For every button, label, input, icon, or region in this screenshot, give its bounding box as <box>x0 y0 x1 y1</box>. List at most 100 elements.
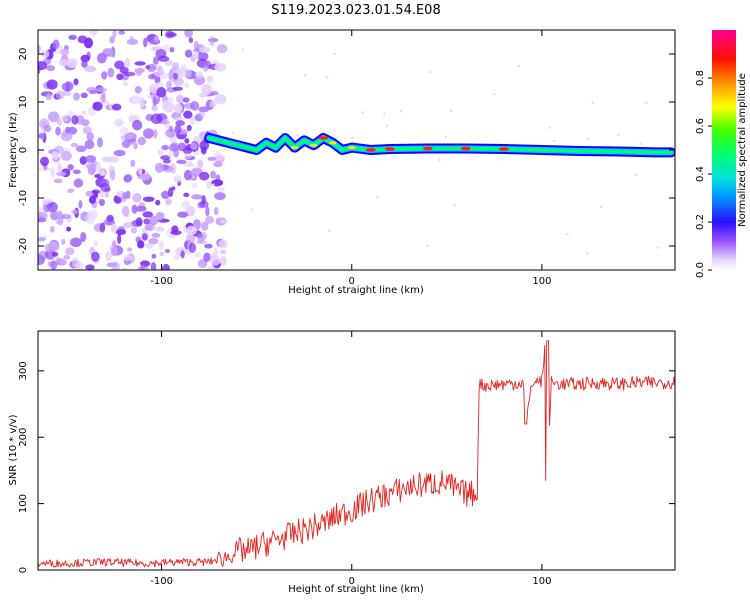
noise-dot <box>517 64 521 68</box>
snr-ytick-label: 300 <box>18 361 29 380</box>
noise-dot <box>232 131 235 134</box>
noise-blob <box>192 51 199 60</box>
noise-dot <box>453 204 456 207</box>
colorbar-tick-label: 0.8 <box>695 70 706 86</box>
noise-blob <box>207 156 216 161</box>
noise-blob <box>121 139 131 149</box>
noise-blob <box>122 222 134 228</box>
noise-blob <box>119 126 129 135</box>
noise-dot <box>326 76 329 79</box>
noise-blob <box>99 222 106 233</box>
snr-xtick-label: 100 <box>532 576 551 587</box>
noise-blob <box>115 229 127 236</box>
noise-blob <box>191 182 198 189</box>
noise-blob <box>134 61 146 66</box>
noise-blob <box>209 35 215 47</box>
noise-blob <box>67 188 74 194</box>
colorbar-label: Normalized spectral amplitude <box>737 73 748 227</box>
ridge-peak <box>318 136 329 140</box>
noise-dot <box>438 158 441 162</box>
noise-blob <box>66 81 74 91</box>
ridge-peak <box>422 146 433 151</box>
noise-blob <box>176 159 187 165</box>
noise-blob <box>185 69 192 80</box>
noise-dot <box>656 246 660 249</box>
noise-dot <box>591 101 594 104</box>
noise-blob <box>50 166 55 178</box>
noise-blob <box>157 149 164 156</box>
noise-blob <box>190 194 203 200</box>
noise-blob <box>183 169 192 181</box>
noise-blob <box>58 58 70 67</box>
noise-blob <box>112 240 117 249</box>
noise-dot <box>444 135 448 138</box>
noise-blob <box>140 264 146 270</box>
noise-dot <box>333 52 336 56</box>
noise-dot <box>328 229 331 232</box>
noise-blob <box>142 211 154 218</box>
noise-blob <box>183 192 190 198</box>
spectrogram-ytick-label: -20 <box>18 238 29 254</box>
noise-blob <box>42 202 51 213</box>
noise-blob <box>139 173 151 181</box>
noise-dot <box>385 124 389 127</box>
noise-blob <box>118 30 126 35</box>
noise-dot <box>361 111 364 114</box>
noise-blob <box>114 118 124 127</box>
noise-blob <box>80 231 87 242</box>
noise-blob <box>78 200 83 209</box>
noise-blob <box>109 52 116 58</box>
noise-blob <box>111 223 118 233</box>
colorbar-tick-label: 0.0 <box>695 262 706 278</box>
noise-blob <box>138 167 143 175</box>
snr-xlabel: Height of straight line (km) <box>288 584 424 595</box>
noise-blob <box>67 164 74 171</box>
noise-blob <box>190 142 198 150</box>
noise-blob <box>85 163 97 170</box>
noise-blob <box>178 68 187 78</box>
noise-blob <box>194 251 201 258</box>
noise-blob <box>185 225 197 236</box>
noise-blob <box>114 60 125 70</box>
noise-blob <box>167 150 173 158</box>
noise-blob <box>176 94 184 104</box>
noise-dot <box>566 232 569 236</box>
ridge-peak <box>460 146 471 151</box>
noise-blob <box>52 39 60 50</box>
noise-blob <box>88 195 96 204</box>
noise-blob <box>86 209 98 220</box>
noise-dot <box>645 101 648 105</box>
noise-blob <box>183 110 193 119</box>
noise-blob <box>99 169 106 176</box>
noise-blob <box>99 182 111 192</box>
noise-blob <box>161 100 170 111</box>
snr-ytick-label: 0 <box>18 567 29 573</box>
noise-blob <box>125 190 131 200</box>
noise-blob <box>206 181 212 190</box>
noise-blob <box>121 206 130 217</box>
noise-blob <box>144 223 156 232</box>
noise-blob <box>214 192 226 201</box>
noise-blob <box>85 155 97 163</box>
noise-blob <box>71 209 79 215</box>
noise-blob <box>144 243 154 249</box>
noise-blob <box>81 110 87 115</box>
noise-blob <box>204 243 213 249</box>
spectrogram-ytick-label: 0 <box>18 147 29 153</box>
noise-blob <box>186 233 196 244</box>
snr-xtick-label: -100 <box>150 576 173 587</box>
snr-ytick-label: 200 <box>18 428 29 447</box>
noise-blob <box>61 115 69 122</box>
noise-blob <box>66 226 72 232</box>
noise-blob <box>150 113 163 125</box>
noise-blob <box>186 206 196 215</box>
noise-dot <box>617 133 620 137</box>
noise-blob <box>97 137 103 148</box>
noise-blob <box>66 58 78 68</box>
noise-blob <box>201 112 206 118</box>
noise-blob <box>71 115 79 125</box>
noise-blob <box>73 78 79 86</box>
noise-blob <box>213 207 219 216</box>
noise-dot <box>351 136 354 139</box>
noise-blob <box>65 247 75 256</box>
